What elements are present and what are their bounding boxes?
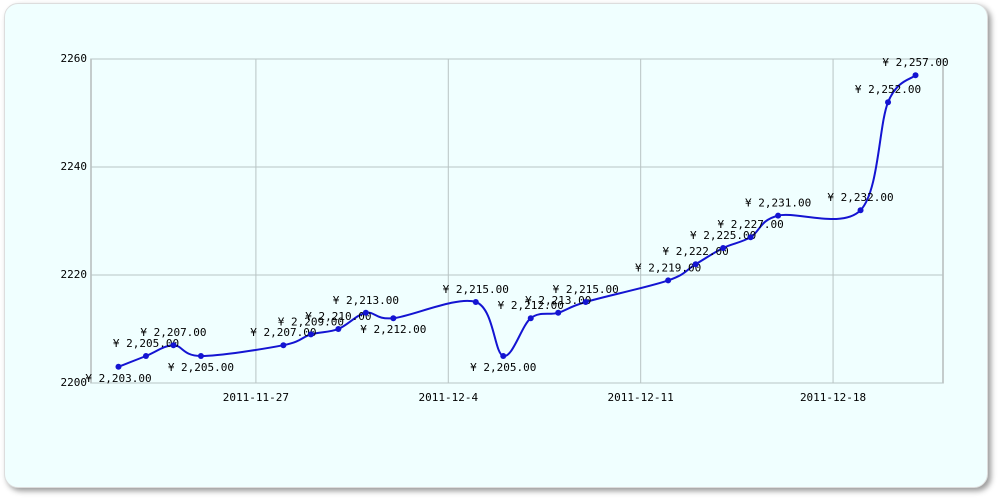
data-point [500,353,507,359]
data-point [197,353,204,359]
data-label: ¥ 2,222.00 [663,245,729,258]
data-point [170,342,177,349]
data-label: ¥ 2,205.00 [168,361,234,374]
data-point [692,261,699,268]
y-tick-label: 2220 [61,268,88,281]
data-point [720,245,727,251]
data-point [335,326,342,332]
data-label: ¥ 2,212.00 [360,323,426,336]
data-point [582,299,589,305]
y-tick-label: 2200 [61,376,88,389]
data-point [665,277,672,284]
x-tick-label: 2011-11-27 [223,391,289,404]
data-label: ¥ 2,219.00 [635,261,701,274]
data-label: ¥ 2,231.00 [745,197,811,210]
data-label: ¥ 2,205.00 [470,361,536,374]
data-label: ¥ 2,225.00 [690,229,756,242]
chart-panel [4,3,988,488]
data-label: ¥ 2,205.00 [113,337,179,350]
data-label: ¥ 2,210.00 [305,310,371,323]
data-label: ¥ 2,232.00 [827,191,893,204]
x-tick-label: 2011-12-11 [608,391,674,404]
data-point [390,315,397,322]
data-label: ¥ 2,215.00 [443,283,509,296]
data-label: ¥ 2,213.00 [333,294,399,307]
plot-frame [90,58,944,384]
data-point [115,363,122,370]
data-point [747,234,754,241]
data-label: ¥ 2,209.00 [278,315,344,328]
data-label: ¥ 2,207.00 [140,326,206,339]
data-label: ¥ 2,227.00 [717,218,783,231]
data-point [307,331,314,338]
data-point [527,315,534,322]
data-label: ¥ 2,257.00 [882,56,948,69]
y-tick-label: 2240 [61,160,88,173]
data-point [775,212,782,219]
data-point [885,99,892,106]
data-point [555,309,562,316]
data-label: ¥ 2,215.00 [553,283,619,296]
data-point [362,309,369,316]
series-line [118,74,917,368]
data-point [857,207,864,214]
data-point [280,342,287,349]
x-tick-label: 2011-12-4 [418,391,478,404]
data-label: ¥ 2,252.00 [855,83,921,96]
data-point [912,72,919,79]
data-point [142,353,149,359]
data-label: ¥ 2,212.00 [498,299,564,312]
data-label: ¥ 2,213.00 [525,294,591,307]
x-tick-label: 2011-12-18 [800,391,866,404]
data-point [472,299,479,305]
data-label: ¥ 2,203.00 [85,372,151,385]
data-label: ¥ 2,207.00 [250,326,316,339]
y-tick-label: 2260 [61,52,88,65]
